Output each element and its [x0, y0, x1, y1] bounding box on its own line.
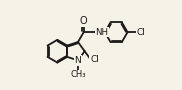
Text: NH: NH: [96, 28, 108, 37]
Text: Cl: Cl: [137, 28, 146, 37]
Text: N: N: [75, 56, 81, 65]
Text: CH₃: CH₃: [70, 70, 86, 79]
Text: Cl: Cl: [90, 55, 99, 64]
Text: O: O: [80, 16, 88, 26]
